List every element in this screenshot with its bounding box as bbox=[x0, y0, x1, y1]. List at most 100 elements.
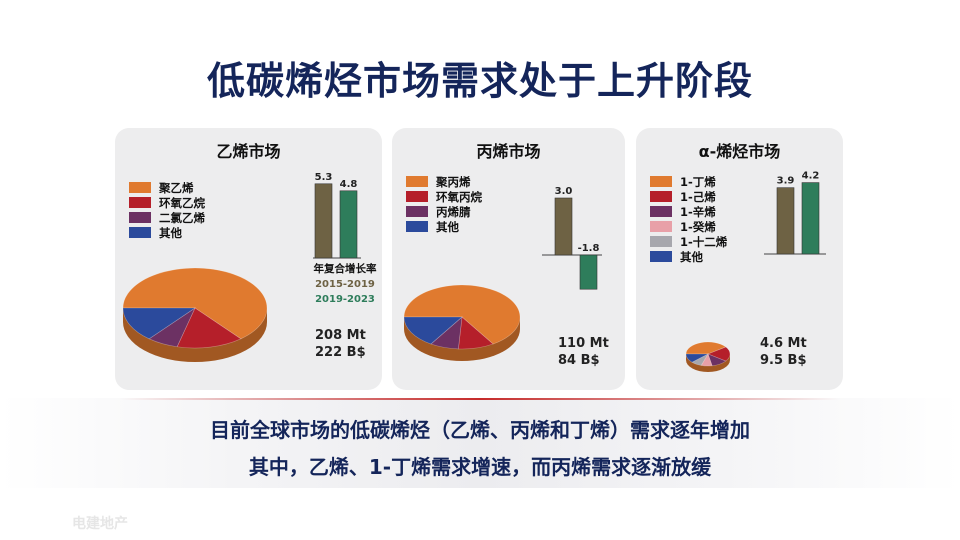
cagr-period-a: 2015-2019 bbox=[315, 279, 375, 290]
cagr-period-b: 2019-2023 bbox=[315, 294, 375, 305]
legend-item: 聚丙烯 bbox=[406, 174, 482, 189]
pie-slice-3 bbox=[700, 353, 713, 367]
legend-item: 1-癸烯 bbox=[650, 219, 727, 234]
legend-label: 其他 bbox=[436, 219, 459, 234]
legend-swatch bbox=[650, 191, 672, 202]
legend-label: 聚乙烯 bbox=[159, 180, 194, 195]
ethylene-totals: 208 Mt 222 B$ bbox=[315, 327, 366, 361]
legend-item: 1-丁烯 bbox=[650, 174, 727, 189]
legend-label: 1-辛烯 bbox=[680, 204, 716, 219]
legend-swatch bbox=[406, 206, 428, 217]
alpha-olefin-totals: 4.6 Mt 9.5 B$ bbox=[760, 335, 807, 369]
legend-swatch bbox=[406, 176, 428, 187]
propylene-legend: 聚丙烯 环氧丙烷 丙烯腈 其他 bbox=[406, 174, 482, 234]
legend-item: 1-己烯 bbox=[650, 189, 727, 204]
growth-bar-1 bbox=[579, 254, 598, 290]
legend-item: 其他 bbox=[650, 249, 727, 264]
propylene-title: 丙烯市场 bbox=[476, 142, 541, 161]
alpha-olefin-pie-chart bbox=[685, 341, 731, 372]
pie-slice-2 bbox=[707, 353, 727, 367]
propylene-pie-chart bbox=[403, 284, 521, 361]
alpha-olefin-panel: α-烯烃市场 1-丁烯 1-己烯 1-辛烯 1-癸烯 1-十二烯 其他 3.9 4… bbox=[636, 128, 843, 390]
ethylene-legend: 聚乙烯 环氧乙烷 二氯乙烯 其他 bbox=[129, 180, 205, 240]
page-title: 低碳烯烃市场需求处于上升阶段 bbox=[206, 59, 753, 103]
legend-swatch bbox=[406, 221, 428, 232]
market-value: 222 B$ bbox=[315, 345, 366, 360]
legend-swatch bbox=[650, 206, 672, 217]
growth-bar-label-0: 3.9 bbox=[777, 176, 795, 187]
pie-slice-0 bbox=[122, 267, 268, 340]
legend-item: 二氯乙烯 bbox=[129, 210, 205, 225]
legend-label: 聚丙烯 bbox=[436, 174, 471, 189]
pie-slice-1 bbox=[176, 307, 242, 349]
pie-slice-3 bbox=[403, 316, 463, 345]
ethylene-panel: 乙烯市场 聚乙烯 环氧乙烷 二氯乙烯 其他 5.3 4.8 年复合增长率 2015… bbox=[115, 128, 382, 390]
summary-line-2: 其中，乙烯、1-丁烯需求增速，而丙烯需求逐渐放缓 bbox=[248, 455, 712, 479]
legend-swatch bbox=[650, 176, 672, 187]
legend-item: 环氧丙烷 bbox=[406, 189, 482, 204]
legend-item: 聚乙烯 bbox=[129, 180, 205, 195]
legend-item: 环氧乙烷 bbox=[129, 195, 205, 210]
legend-swatch bbox=[129, 227, 151, 238]
legend-label: 丙烯腈 bbox=[436, 204, 471, 219]
legend-label: 其他 bbox=[680, 249, 703, 264]
pie-slice-1 bbox=[458, 316, 494, 350]
summary-band bbox=[0, 398, 960, 488]
pie-slice-0 bbox=[403, 284, 521, 345]
market-volume: 4.6 Mt bbox=[760, 336, 807, 351]
growth-bar-0 bbox=[554, 197, 573, 256]
growth-bar-label-1: 4.2 bbox=[802, 171, 820, 182]
legend-swatch bbox=[129, 182, 151, 193]
ethylene-pie-chart bbox=[122, 267, 268, 362]
growth-bar-label-1: -1.8 bbox=[578, 243, 600, 254]
alpha-olefin-growth-bars: 3.9 4.2 bbox=[764, 171, 826, 255]
growth-bar-0 bbox=[314, 183, 333, 259]
legend-label: 1-癸烯 bbox=[680, 219, 716, 234]
growth-bar-1 bbox=[801, 182, 820, 255]
propylene-growth-bars: 3.0 -1.8 bbox=[542, 186, 602, 290]
market-volume: 208 Mt bbox=[315, 328, 366, 343]
legend-swatch bbox=[406, 191, 428, 202]
legend-label: 其他 bbox=[159, 225, 182, 240]
alpha-olefin-legend: 1-丁烯 1-己烯 1-辛烯 1-癸烯 1-十二烯 其他 bbox=[650, 174, 727, 264]
legend-swatch bbox=[129, 197, 151, 208]
legend-item: 丙烯腈 bbox=[406, 204, 482, 219]
legend-swatch bbox=[650, 251, 672, 262]
legend-label: 1-己烯 bbox=[680, 189, 716, 204]
watermark: 电建地产 bbox=[72, 516, 128, 532]
propylene-totals: 110 Mt 84 B$ bbox=[558, 335, 609, 369]
market-volume: 110 Mt bbox=[558, 336, 609, 351]
ethylene-title: 乙烯市场 bbox=[216, 142, 281, 161]
growth-bar-label-0: 5.3 bbox=[315, 172, 333, 183]
legend-item: 1-十二烯 bbox=[650, 234, 727, 249]
pie-slice-3 bbox=[122, 307, 196, 340]
growth-bar-1 bbox=[339, 190, 358, 259]
growth-bar-label-0: 3.0 bbox=[555, 186, 573, 197]
legend-swatch bbox=[129, 212, 151, 223]
summary-line-1: 目前全球市场的低碳烯烃（乙烯、丙烯和丁烯）需求逐年增加 bbox=[210, 418, 750, 442]
ethylene-growth-bars: 5.3 4.8 bbox=[313, 172, 361, 259]
pie-slice-5 bbox=[685, 353, 709, 363]
legend-label: 环氧乙烷 bbox=[159, 195, 205, 210]
alpha-olefin-title: α-烯烃市场 bbox=[698, 142, 781, 161]
legend-label: 1-丁烯 bbox=[680, 174, 716, 189]
pie-slice-1 bbox=[707, 346, 731, 362]
pie-slice-0 bbox=[685, 341, 727, 355]
legend-item: 其他 bbox=[129, 225, 205, 240]
legend-swatch bbox=[650, 221, 672, 232]
propylene-panel: 丙烯市场 聚丙烯 环氧丙烷 丙烯腈 其他 3.0 -1.8 110 Mt 84 B… bbox=[392, 128, 625, 390]
legend-label: 二氯乙烯 bbox=[159, 210, 205, 225]
pie-slice-4 bbox=[691, 353, 709, 366]
market-value: 9.5 B$ bbox=[760, 353, 807, 368]
legend-label: 1-十二烯 bbox=[680, 234, 728, 249]
legend-item: 1-辛烯 bbox=[650, 204, 727, 219]
summary-band-accent bbox=[120, 398, 840, 400]
legend-label: 环氧丙烷 bbox=[436, 189, 482, 204]
cagr-title: 年复合增长率 bbox=[313, 263, 377, 275]
growth-bar-0 bbox=[776, 187, 795, 255]
legend-item: 其他 bbox=[406, 219, 482, 234]
market-value: 84 B$ bbox=[558, 353, 600, 368]
growth-bar-label-1: 4.8 bbox=[340, 179, 358, 190]
legend-swatch bbox=[650, 236, 672, 247]
pie-slice-2 bbox=[430, 316, 463, 350]
